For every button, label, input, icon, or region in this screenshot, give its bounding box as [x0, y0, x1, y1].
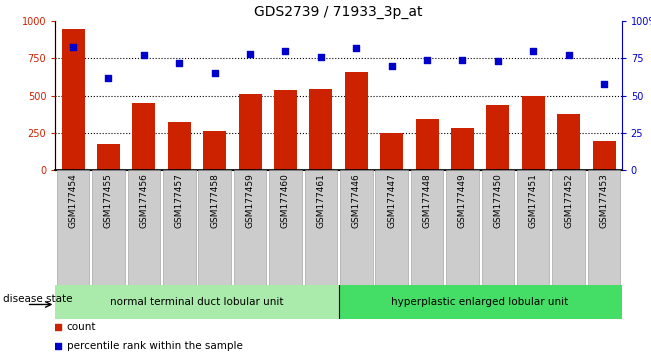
Bar: [128, 170, 160, 285]
Bar: [55, 285, 339, 319]
Point: [528, 48, 538, 54]
Text: GSM177453: GSM177453: [600, 173, 609, 228]
Text: GSM177460: GSM177460: [281, 173, 290, 228]
Text: hyperplastic enlarged lobular unit: hyperplastic enlarged lobular unit: [391, 297, 569, 307]
Text: GSM177456: GSM177456: [139, 173, 148, 228]
Text: GSM177459: GSM177459: [245, 173, 255, 228]
Bar: [97, 144, 120, 170]
Bar: [234, 170, 266, 285]
Bar: [238, 94, 262, 170]
Bar: [345, 72, 368, 170]
Point: [280, 48, 290, 54]
Bar: [340, 170, 372, 285]
Bar: [415, 119, 439, 170]
Point: [104, 75, 114, 81]
Point: [493, 58, 503, 64]
Bar: [168, 122, 191, 170]
Bar: [92, 170, 125, 285]
Bar: [203, 131, 226, 170]
Bar: [339, 285, 622, 319]
Point: [53, 325, 63, 330]
Bar: [521, 96, 545, 170]
Bar: [132, 103, 156, 170]
Bar: [592, 141, 615, 170]
Bar: [62, 29, 85, 170]
Bar: [482, 170, 514, 285]
Point: [210, 70, 220, 76]
Text: GSM177454: GSM177454: [68, 173, 77, 228]
Bar: [163, 170, 195, 285]
Point: [316, 54, 326, 60]
Bar: [274, 90, 297, 170]
Bar: [411, 170, 443, 285]
Bar: [376, 170, 408, 285]
Bar: [486, 105, 509, 170]
Text: normal terminal duct lobular unit: normal terminal duct lobular unit: [110, 297, 284, 307]
Point: [387, 63, 397, 69]
Text: GSM177461: GSM177461: [316, 173, 326, 228]
Bar: [588, 170, 620, 285]
Bar: [57, 170, 89, 285]
Point: [68, 44, 78, 49]
Bar: [199, 170, 231, 285]
Point: [139, 53, 149, 58]
Text: GSM177446: GSM177446: [352, 173, 361, 228]
Text: percentile rank within the sample: percentile rank within the sample: [66, 341, 243, 351]
Bar: [517, 170, 549, 285]
Text: GSM177447: GSM177447: [387, 173, 396, 228]
Text: GSM177457: GSM177457: [174, 173, 184, 228]
Text: disease state: disease state: [3, 294, 73, 304]
Point: [351, 45, 361, 51]
Text: GSM177450: GSM177450: [493, 173, 503, 228]
Bar: [309, 89, 332, 170]
Text: GSM177452: GSM177452: [564, 173, 573, 228]
Point: [245, 51, 255, 57]
Point: [599, 81, 609, 86]
Text: GSM177448: GSM177448: [422, 173, 432, 228]
Point: [422, 57, 432, 63]
Point: [174, 60, 184, 66]
Bar: [380, 133, 403, 170]
Point: [563, 53, 574, 58]
Text: GSM177451: GSM177451: [529, 173, 538, 228]
Bar: [451, 128, 474, 170]
Bar: [305, 170, 337, 285]
Bar: [446, 170, 478, 285]
Point: [53, 343, 63, 349]
Bar: [557, 114, 580, 170]
Text: GSM177455: GSM177455: [104, 173, 113, 228]
Title: GDS2739 / 71933_3p_at: GDS2739 / 71933_3p_at: [255, 5, 422, 19]
Text: GSM177458: GSM177458: [210, 173, 219, 228]
Point: [457, 57, 467, 63]
Text: GSM177449: GSM177449: [458, 173, 467, 228]
Text: count: count: [66, 322, 96, 332]
Bar: [269, 170, 301, 285]
Bar: [552, 170, 585, 285]
